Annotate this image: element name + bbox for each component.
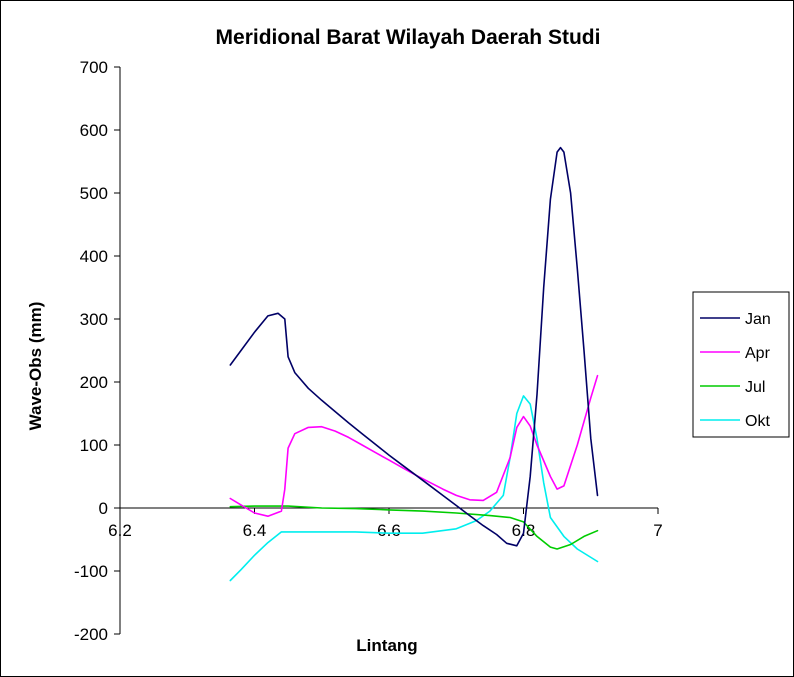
x-tick-label: 6.2 xyxy=(108,521,132,540)
series-line-jul xyxy=(229,505,599,550)
x-tick-label: 7 xyxy=(653,521,662,540)
y-tick-label: -200 xyxy=(74,625,108,644)
x-tick-label: 6.4 xyxy=(243,521,267,540)
chart-title: Meridional Barat Wilayah Daerah Studi xyxy=(216,26,601,49)
x-axis-label: Lintang xyxy=(356,636,417,655)
y-axis-label: Wave-Obs (mm) xyxy=(26,302,45,431)
legend-label-jan: Jan xyxy=(745,311,771,328)
y-tick-label: 500 xyxy=(80,184,108,203)
y-tick-label: 200 xyxy=(80,373,108,392)
legend-box xyxy=(692,291,790,438)
y-tick-label: -100 xyxy=(74,562,108,581)
y-tick-label: 600 xyxy=(80,121,108,140)
series-line-apr xyxy=(229,374,599,517)
y-tick-label: 700 xyxy=(80,58,108,77)
y-tick-label: 300 xyxy=(80,310,108,329)
legend-label-jul: Jul xyxy=(745,379,765,396)
y-tick-label: 0 xyxy=(99,499,108,518)
x-tick-label: 6.6 xyxy=(377,521,401,540)
y-tick-label: 100 xyxy=(80,436,108,455)
legend-label-apr: Apr xyxy=(745,345,771,362)
series-line-jan xyxy=(229,146,599,547)
y-tick-label: 400 xyxy=(80,247,108,266)
legend-label-okt: Okt xyxy=(745,413,770,430)
legend: Jan Apr Jul Okt xyxy=(692,291,790,438)
